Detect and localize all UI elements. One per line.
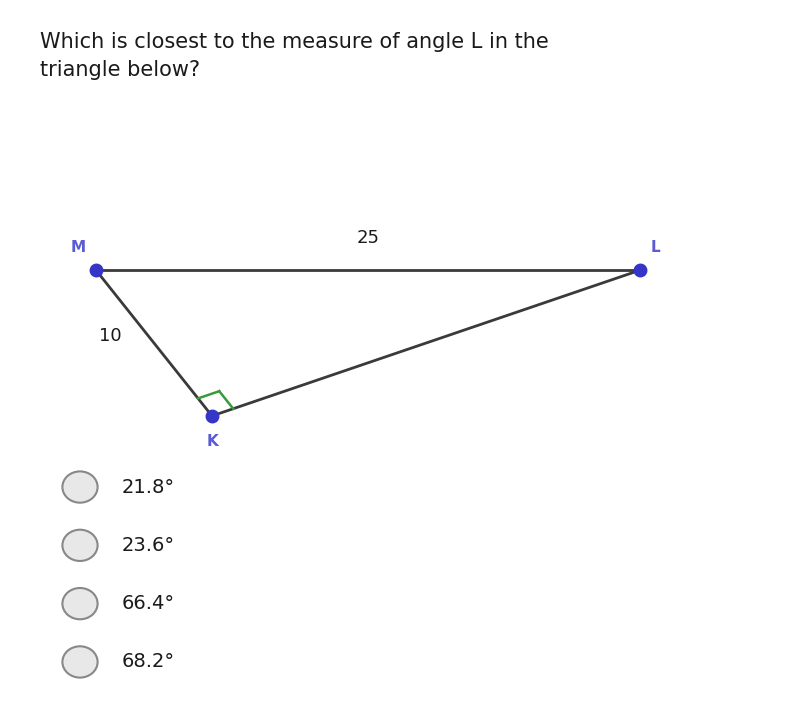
Text: 23.6°: 23.6° (122, 536, 174, 555)
Text: K: K (206, 434, 218, 449)
Text: 66.4°: 66.4° (122, 594, 174, 613)
Text: M: M (70, 240, 86, 255)
Text: triangle below?: triangle below? (40, 60, 200, 80)
Text: 25: 25 (357, 230, 379, 247)
Text: Which is closest to the measure of angle L in the: Which is closest to the measure of angle… (40, 32, 549, 52)
Text: 10: 10 (99, 327, 122, 345)
Circle shape (62, 530, 98, 561)
Circle shape (62, 588, 98, 619)
Text: L: L (650, 240, 660, 255)
Text: 21.8°: 21.8° (122, 478, 174, 496)
Text: 68.2°: 68.2° (122, 653, 174, 671)
Circle shape (62, 471, 98, 503)
Circle shape (62, 646, 98, 678)
